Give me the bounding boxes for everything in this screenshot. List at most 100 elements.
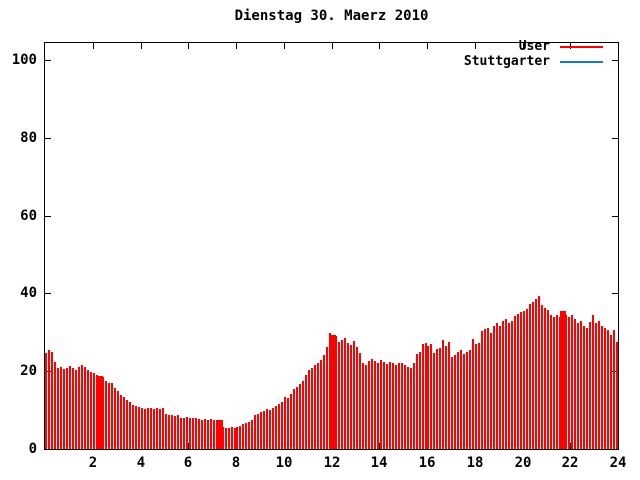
bar-user [120, 395, 122, 449]
bar-user [207, 420, 209, 449]
chart-title: Dienstag 30. Maerz 2010 [234, 8, 429, 24]
bar-user [144, 409, 146, 449]
bar-user [242, 424, 244, 449]
bar-user [430, 344, 432, 449]
bar-user [499, 326, 501, 449]
bar-user [189, 418, 191, 449]
bar-user [195, 418, 197, 449]
bar-user [132, 405, 134, 449]
bar-user [335, 336, 337, 449]
bar-user [117, 391, 119, 449]
bar-user [598, 321, 600, 449]
bar-user [236, 427, 238, 449]
bar-user [320, 360, 322, 449]
bar-user [66, 368, 68, 449]
bar-user [478, 343, 480, 449]
bar-user [296, 387, 298, 449]
bar-user [419, 352, 421, 449]
legend-label-user: User [518, 39, 550, 54]
bar-user [541, 305, 543, 449]
bar-user [90, 372, 92, 449]
bar-user [97, 376, 103, 449]
legend-item-stuttgarter: Stuttgarter [464, 55, 603, 68]
bar-user [380, 360, 382, 449]
bar-user [251, 420, 253, 449]
bar-user [448, 342, 450, 449]
y-tick-left [45, 293, 51, 294]
bar-user [299, 384, 301, 449]
bar-user [260, 412, 262, 449]
bar-user [356, 347, 358, 449]
bar-user [272, 408, 274, 449]
bar-user [60, 367, 62, 449]
bar-user [222, 427, 224, 449]
bar-user [231, 427, 233, 449]
bar-user [472, 339, 474, 449]
x-tick-label: 24 [609, 455, 627, 471]
bar-user [466, 352, 468, 449]
bar-user [228, 428, 230, 449]
bar-user [171, 415, 173, 449]
x-tick-top [141, 43, 142, 49]
bar-user [574, 319, 576, 449]
bar-user [433, 353, 435, 449]
y-tick-label: 40 [20, 285, 37, 301]
bar-user [72, 368, 74, 449]
bar-user [308, 370, 310, 449]
bar-user [416, 354, 418, 449]
bar-user [410, 368, 412, 449]
bar-user [263, 411, 265, 449]
bar-user [254, 415, 256, 449]
bar-user [198, 419, 200, 449]
bar-user [511, 321, 513, 449]
x-tick-label: 14 [370, 455, 388, 471]
bar-user [186, 417, 188, 449]
y-tick-right [612, 371, 618, 372]
bar-user [436, 349, 438, 449]
bar-user [51, 352, 53, 449]
bar-user [445, 346, 447, 449]
bar-user [550, 315, 552, 449]
bar-user [302, 381, 304, 449]
y-tick-right [612, 293, 618, 294]
bar-user [114, 388, 116, 449]
bar-user [571, 315, 573, 449]
x-tick-top [427, 43, 428, 49]
bar-user [454, 355, 456, 449]
bar-user [287, 398, 289, 449]
bar-user [138, 407, 140, 449]
bar-user [183, 418, 185, 449]
bar-user [135, 406, 137, 449]
bar-user [162, 408, 164, 449]
y-tick-label: 80 [20, 130, 37, 146]
bar-user [347, 343, 349, 449]
bar-user [326, 347, 328, 449]
x-tick-label: 2 [88, 455, 98, 471]
y-tick-right [612, 60, 618, 61]
bar-user [610, 335, 612, 449]
bar-user [69, 366, 71, 449]
bar-user [210, 419, 212, 449]
bar-user [604, 328, 606, 449]
bar-user [311, 368, 313, 449]
bar-user [505, 319, 507, 449]
bar-user [87, 370, 89, 449]
bar-user [383, 362, 385, 449]
bar-user [63, 369, 65, 449]
bar-user [607, 330, 609, 449]
bar-user [314, 365, 316, 449]
bar-user [398, 363, 400, 449]
x-tick-label: 16 [418, 455, 436, 471]
bar-user [487, 328, 489, 449]
x-tick-top [284, 43, 285, 49]
bar-user [481, 331, 483, 449]
bar-user [442, 340, 444, 449]
bar-user [48, 350, 50, 449]
bar-user [592, 315, 594, 449]
bar-user [401, 363, 403, 449]
bar-user [392, 363, 394, 449]
bar-user [153, 409, 155, 449]
bar-user [78, 367, 80, 449]
bar-user [463, 354, 465, 449]
